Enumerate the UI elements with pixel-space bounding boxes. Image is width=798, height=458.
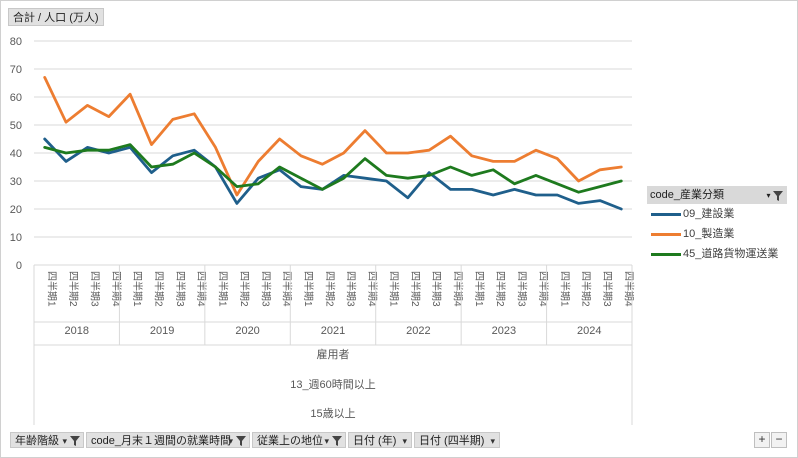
y-tick-label: 0 [16, 260, 22, 272]
x-quarter-label: 四半期2 [238, 271, 251, 307]
x-year-label: 2022 [406, 325, 430, 337]
x-quarter-label: 四半期3 [430, 271, 443, 307]
x-quarter-label: 四半期3 [601, 271, 614, 307]
y-tick-label: 20 [10, 204, 22, 216]
x-quarter-label: 四半期1 [387, 271, 400, 307]
value-field-label: 合計 / 人口 (万人) [13, 12, 99, 24]
collapse-button[interactable]: − [771, 432, 787, 448]
legend-swatch [651, 233, 681, 236]
filter-icon [236, 436, 246, 446]
dropdown-icon: ▾ [402, 436, 407, 446]
y-tick-label: 30 [10, 176, 22, 188]
legend-label: 09_建設業 [683, 208, 735, 220]
x-quarter-label: 四半期4 [366, 271, 379, 307]
x-quarter-label: 四半期2 [580, 271, 593, 307]
legend-title: code_産業分類 [650, 189, 724, 201]
dropdown-icon: ▾ [324, 436, 329, 446]
x-year-label: 2023 [492, 325, 516, 337]
x-year-label: 2021 [321, 325, 345, 337]
y-tick-label: 70 [10, 64, 22, 76]
filter-button-weekly-hours[interactable]: code_月末１週間の就業時間 ▾ [86, 432, 250, 448]
x-quarter-label: 四半期2 [409, 271, 422, 307]
x-quarter-label: 四半期3 [259, 271, 272, 307]
x-quarter-label: 四半期1 [217, 271, 230, 307]
x-quarter-label: 四半期3 [516, 271, 529, 307]
legend: code_産業分類 ▾ 09_建設業 10_製造業 45_道路貨物運送業 [647, 186, 787, 264]
filter-label: 日付 (四半期) [419, 435, 485, 447]
expand-button[interactable]: + [754, 432, 770, 448]
filter-button-age-group[interactable]: 年齢階級 ▾ [10, 432, 84, 448]
x-quarter-label: 四半期2 [152, 271, 165, 307]
x-quarter-label: 四半期3 [345, 271, 358, 307]
legend-item-construction: 09_建設業 [647, 204, 787, 224]
y-axis: 0 10 20 30 40 50 60 70 80 [10, 36, 22, 272]
x-quarter-label: 四半期1 [131, 271, 144, 307]
filter-button-employment-status[interactable]: 従業上の地位 ▾ [252, 432, 346, 448]
y-tick-label: 10 [10, 232, 22, 244]
y-tick-label: 60 [10, 92, 22, 104]
series-line [43, 76, 623, 197]
legend-label: 10_製造業 [683, 228, 735, 240]
x-axis: 四半期1 四半期2 四半期3 四半期4 2018 四半期1 四半期2 四半期3 四半期4 2019… [33, 264, 635, 425]
filter-button-date-year[interactable]: 日付 (年) ▾ [348, 432, 412, 448]
x-quarter-label: 四半期1 [46, 271, 59, 307]
x-quarter-label: 四半期1 [473, 271, 486, 307]
dropdown-icon: ▾ [228, 436, 233, 446]
x-quarter-label: 四半期4 [195, 271, 208, 307]
x-year-label: 2019 [150, 325, 174, 337]
legend-swatch [651, 213, 681, 216]
x-quarter-label: 四半期2 [67, 271, 80, 307]
value-field-button[interactable]: 合計 / 人口 (万人) [8, 8, 104, 26]
filter-icon [332, 436, 342, 446]
series-line [43, 143, 623, 194]
x-year-label: 2020 [235, 325, 259, 337]
x-quarter-label: 四半期4 [622, 271, 635, 307]
legend-label: 45_道路貨物運送業 [683, 248, 779, 260]
legend-swatch [651, 253, 681, 256]
x-quarter-label: 四半期3 [88, 271, 101, 307]
row-label: 15歳以上 [310, 407, 355, 420]
x-quarter-label: 四半期4 [537, 271, 550, 307]
legend-header[interactable]: code_産業分類 ▾ [647, 186, 787, 204]
x-year-label: 2024 [577, 325, 601, 337]
dropdown-icon: ▾ [490, 436, 495, 446]
legend-item-manufacturing: 10_製造業 [647, 224, 787, 244]
x-quarter-label: 四半期4 [110, 271, 123, 307]
row-labels: 雇用者 13_週60時間以上 15歳以上 [290, 347, 376, 420]
x-year-label: 2018 [64, 325, 88, 337]
x-quarter-label: 四半期1 [558, 271, 571, 307]
x-quarter-label: 四半期3 [174, 271, 187, 307]
filter-button-date-quarter[interactable]: 日付 (四半期) ▾ [414, 432, 500, 448]
filter-label: 年齢階級 [15, 435, 59, 447]
x-quarter-label: 四半期4 [281, 271, 294, 307]
filter-label: code_月末１週間の就業時間 [91, 435, 231, 447]
dropdown-icon: ▾ [62, 436, 67, 446]
x-quarter-label: 四半期1 [302, 271, 315, 307]
legend-item-trucking: 45_道路貨物運送業 [647, 244, 787, 264]
filter-label: 日付 (年) [353, 435, 397, 447]
filter-icon [70, 436, 80, 446]
legend-filter-icon[interactable]: ▾ [766, 186, 783, 205]
x-quarter-label: 四半期2 [494, 271, 507, 307]
row-label: 雇用者 [317, 347, 350, 361]
filter-label: 従業上の地位 [257, 435, 323, 447]
x-quarter-label: 四半期2 [323, 271, 336, 307]
x-quarter-label: 四半期4 [451, 271, 464, 307]
row-label: 13_週60時間以上 [290, 378, 376, 391]
series-lines [43, 76, 623, 211]
y-tick-label: 80 [10, 36, 22, 48]
y-tick-label: 50 [10, 120, 22, 132]
y-tick-label: 40 [10, 148, 22, 160]
